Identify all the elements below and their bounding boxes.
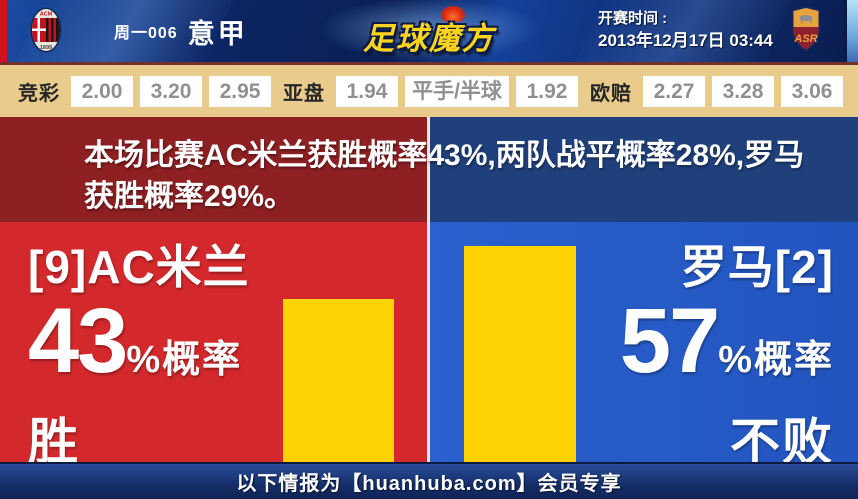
- away-unbeaten-percent: 57: [619, 290, 720, 392]
- home-panel-text: [9]AC米兰 43%概率 胜: [28, 240, 250, 473]
- footer-text: 以下情报为【huanhuba.com】会员专享: [236, 473, 622, 495]
- home-team-label: [9]AC米兰: [28, 241, 250, 293]
- odds-group-oupei: 欧赔 2.27 3.28 3.06: [590, 75, 843, 107]
- footer: 以下情报为【huanhuba.com】会员专享: [0, 462, 858, 499]
- kickoff-info: 开赛时间 : 2013年12月17日 03:44: [598, 9, 773, 53]
- home-outcome-label: 胜: [28, 414, 80, 470]
- odds-value-away: 3.06: [781, 75, 843, 107]
- odds-group-label: 竞彩: [18, 82, 60, 105]
- prediction-text: 本场比赛AC米兰获胜概率43%,两队战平概率28%,罗马获胜概率29%。: [84, 139, 805, 213]
- away-percent-row: 57%概率: [620, 295, 834, 411]
- odds-group-label: 亚盘: [283, 82, 325, 105]
- odds-value-handicap: 平手/半球: [405, 75, 509, 107]
- home-percent-suffix: %概率: [126, 339, 243, 381]
- header: ACM 1899 周一006 意甲 足球魔方 开赛时间 : 2013年12月17…: [0, 0, 858, 62]
- away-percent-suffix: %概率: [718, 339, 834, 381]
- probability-panels: [9]AC米兰 43%概率 胜 罗马[2] 57%概率 不败: [0, 222, 858, 470]
- odds-value-draw: 3.28: [712, 75, 774, 107]
- league-name: 意甲: [187, 18, 248, 49]
- away-outcome-label: 不败: [730, 414, 834, 470]
- match-label: 周一006 意甲: [114, 0, 248, 62]
- header-right-accent: [844, 0, 858, 62]
- kickoff-label: 开赛时间 :: [598, 10, 668, 27]
- match-code: 周一006: [114, 25, 178, 42]
- odds-value-away: 2.95: [209, 75, 271, 107]
- away-panel-text: 罗马[2] 57%概率 不败: [620, 240, 834, 473]
- home-probability-bar: [283, 299, 394, 462]
- kickoff-datetime: 2013年12月17日 03:44: [598, 31, 773, 50]
- odds-value-upper: 1.94: [336, 75, 398, 107]
- logo-glow: [314, 0, 544, 62]
- odds-value-home: 2.00: [71, 75, 133, 107]
- milan-crest-year-text: 1899: [40, 45, 52, 51]
- odds-group-yapan: 亚盘 1.94 平手/半球 1.92: [283, 75, 578, 107]
- home-percent-row: 43%概率: [28, 295, 250, 411]
- odds-group-jingcai: 竞彩 2.00 3.20 2.95: [18, 75, 271, 107]
- site-logo-text: 足球魔方: [363, 21, 495, 56]
- home-win-percent: 43: [28, 290, 128, 392]
- roma-crest-monogram: ASR: [793, 33, 817, 45]
- away-team-label: 罗马[2]: [680, 241, 834, 293]
- odds-group-label: 欧赔: [590, 82, 632, 105]
- odds-bar: 竞彩 2.00 3.20 2.95 亚盘 1.94 平手/半球 1.92 欧赔 …: [0, 62, 858, 117]
- header-left-accent: [0, 0, 7, 62]
- site-logo[interactable]: 足球魔方: [363, 6, 495, 58]
- prediction-banner: 本场比赛AC米兰获胜概率43%,两队战平概率28%,罗马获胜概率29%。: [0, 117, 858, 222]
- ac-milan-crest-icon: ACM 1899: [30, 7, 62, 58]
- away-probability-bar: [464, 246, 576, 462]
- milan-crest-acm-text: ACM: [40, 12, 53, 18]
- odds-value-lower: 1.92: [516, 75, 578, 107]
- odds-value-draw: 3.20: [140, 75, 202, 107]
- odds-value-home: 2.27: [643, 75, 705, 107]
- logo-flame-icon: [441, 6, 465, 22]
- as-roma-crest-icon: ASR: [789, 5, 823, 58]
